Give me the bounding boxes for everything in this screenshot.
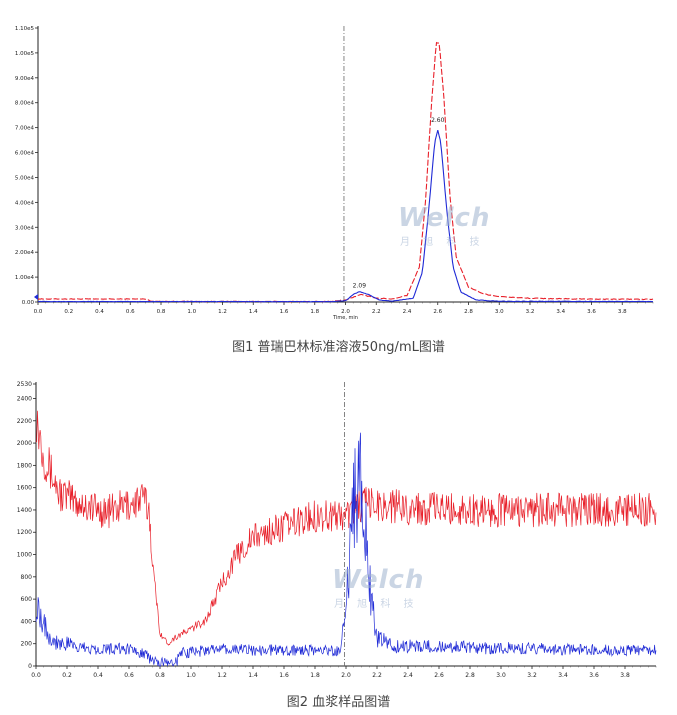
series-line-blue bbox=[35, 432, 657, 667]
x-tick-label: 0.6 bbox=[126, 309, 135, 315]
x-tick-label: 3.0 bbox=[496, 672, 506, 679]
series-line-blue bbox=[37, 129, 654, 303]
y-tick-label: 7.00e4 bbox=[15, 126, 35, 132]
welch-watermark-1: Welch 月 旭 科 技 bbox=[398, 203, 490, 248]
watermark-logo: Welch bbox=[398, 203, 491, 233]
x-axis-label: Time, min bbox=[332, 315, 358, 321]
x-tick-label: 2.0 bbox=[341, 672, 351, 679]
x-tick-label: 0.2 bbox=[64, 309, 73, 315]
x-tick-label: 2.6 bbox=[434, 672, 444, 679]
x-tick-label: 1.6 bbox=[280, 309, 289, 315]
x-tick-label: 1.2 bbox=[217, 672, 227, 679]
x-tick-label: 2.4 bbox=[403, 672, 413, 679]
left-edge-arrow-icon bbox=[34, 294, 38, 300]
x-tick-label: 1.0 bbox=[186, 672, 196, 679]
welch-watermark-2: Welch 月 旭 科 技 bbox=[332, 565, 424, 610]
x-tick-label: 0.2 bbox=[62, 672, 72, 679]
y-tick-label: 2.00e4 bbox=[15, 250, 35, 256]
x-tick-label: 2.8 bbox=[465, 672, 475, 679]
y-tick-label: 3.00e4 bbox=[15, 225, 35, 231]
chart2: 0 200 400 600 800 1000 1200 1400 1600 1800 2000 220… bbox=[17, 381, 657, 679]
y-tick-label: 1800 bbox=[17, 462, 32, 469]
y-tick-label: 9.00e4 bbox=[15, 76, 35, 82]
y-tick-label: 800 bbox=[21, 574, 33, 581]
series-line-red bbox=[35, 410, 657, 646]
x-tick-label: 1.4 bbox=[248, 672, 258, 679]
x-tick-label: 3.6 bbox=[589, 672, 599, 679]
y-tick-label: 5.00e4 bbox=[15, 175, 35, 181]
y-tick-label: 0.00 bbox=[22, 300, 35, 306]
x-tick-label: 0.0 bbox=[34, 309, 43, 315]
peak-label: 2.60 bbox=[431, 117, 445, 124]
x-tick-label: 1.8 bbox=[310, 309, 319, 315]
x-tick-label: 0.4 bbox=[93, 672, 103, 679]
y-tick-label: 2400 bbox=[17, 395, 32, 402]
x-tick-label: 2.2 bbox=[372, 309, 381, 315]
x-tick-label: 3.4 bbox=[556, 309, 565, 315]
x-tick-label: 1.8 bbox=[310, 672, 320, 679]
x-tick-label: 2.0 bbox=[341, 309, 350, 315]
x-tick-label: 3.0 bbox=[495, 309, 504, 315]
y-tick-label: 2530 bbox=[17, 381, 32, 388]
y-tick-label: 600 bbox=[21, 596, 33, 603]
y-tick-label: 1.00e5 bbox=[15, 51, 35, 57]
x-tick-label: 1.0 bbox=[187, 309, 196, 315]
y-tick-label: 1.10e5 bbox=[15, 26, 35, 32]
chart1: 0.00 1.00e4 2.00e4 3.00e4 4.00e4 5.00e4 6.00e4… bbox=[15, 26, 654, 321]
y-tick-label: 0 bbox=[28, 663, 32, 670]
y-tick-label: 1.00e4 bbox=[15, 275, 35, 281]
x-tick-label: 3.2 bbox=[527, 672, 537, 679]
y-tick-label: 400 bbox=[21, 618, 33, 625]
series-line-red bbox=[37, 41, 654, 303]
x-tick-label: 2.4 bbox=[403, 309, 412, 315]
x-tick-label: 3.8 bbox=[620, 672, 630, 679]
x-tick-label: 2.8 bbox=[464, 309, 473, 315]
chart2-caption: 图2 血浆样品图谱 bbox=[286, 695, 391, 710]
x-tick-label: 0.6 bbox=[124, 672, 134, 679]
x-tick-label: 2.2 bbox=[372, 672, 382, 679]
y-tick-label: 1600 bbox=[17, 485, 32, 492]
x-tick-label: 0.8 bbox=[157, 309, 166, 315]
watermark-subtitle: 月 旭 科 技 bbox=[400, 237, 485, 248]
x-tick-label: 3.4 bbox=[558, 672, 568, 679]
y-tick-label: 2000 bbox=[17, 440, 32, 447]
x-tick-label: 2.6 bbox=[433, 309, 442, 315]
y-tick-label: 8.00e4 bbox=[15, 101, 35, 107]
x-tick-label: 0.8 bbox=[155, 672, 165, 679]
peak-label: 2.09 bbox=[353, 283, 367, 290]
x-tick-label: 3.6 bbox=[587, 309, 596, 315]
x-tick-label: 1.2 bbox=[218, 309, 227, 315]
x-tick-label: 1.4 bbox=[249, 309, 258, 315]
chart1-caption: 图1 普瑞巴林标准溶液50ng/mL图谱 bbox=[232, 340, 445, 355]
y-tick-label: 6.00e4 bbox=[15, 151, 35, 157]
x-tick-label: 0.4 bbox=[95, 309, 104, 315]
y-tick-label: 4.00e4 bbox=[15, 200, 35, 206]
y-tick-label: 2200 bbox=[17, 418, 32, 425]
watermark-subtitle: 月 旭 科 技 bbox=[334, 599, 419, 610]
x-tick-label: 1.6 bbox=[279, 672, 289, 679]
x-tick-label: 3.2 bbox=[526, 309, 535, 315]
y-tick-label: 1200 bbox=[17, 529, 32, 536]
x-tick-label: 3.8 bbox=[618, 309, 627, 315]
x-tick-label: 0.0 bbox=[31, 672, 41, 679]
y-tick-label: 200 bbox=[21, 641, 33, 648]
y-tick-label: 1000 bbox=[17, 552, 32, 559]
y-tick-label: 1400 bbox=[17, 507, 32, 514]
watermark-logo: Welch bbox=[332, 565, 425, 595]
